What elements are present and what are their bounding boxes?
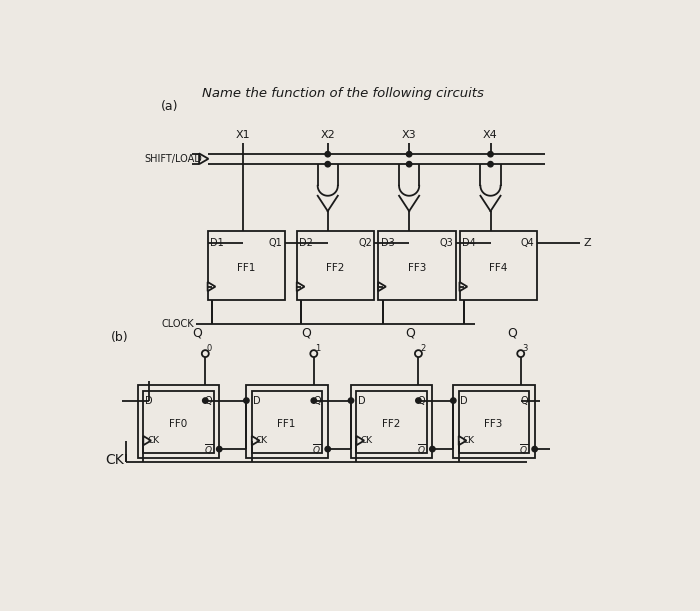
- Circle shape: [532, 447, 538, 452]
- Circle shape: [216, 447, 222, 452]
- Text: 1: 1: [315, 345, 321, 353]
- Text: CK: CK: [105, 453, 124, 467]
- Text: CK: CK: [256, 436, 268, 445]
- Text: CLOCK: CLOCK: [162, 318, 195, 329]
- Text: Q3: Q3: [440, 238, 453, 247]
- Text: CK: CK: [360, 436, 372, 445]
- Polygon shape: [297, 282, 304, 291]
- Polygon shape: [208, 282, 216, 291]
- Text: Q2: Q2: [358, 238, 372, 247]
- Text: Q: Q: [301, 327, 311, 340]
- Text: FF3: FF3: [407, 263, 426, 273]
- Polygon shape: [458, 436, 466, 445]
- Bar: [138, 385, 219, 458]
- Text: Name the function of the following circuits: Name the function of the following circu…: [202, 87, 484, 100]
- Text: 3: 3: [522, 345, 528, 353]
- Text: $\overline{Q}$: $\overline{Q}$: [417, 442, 426, 456]
- Circle shape: [430, 447, 435, 452]
- Bar: [458, 390, 529, 453]
- Bar: [351, 385, 433, 458]
- Text: D2: D2: [299, 238, 313, 247]
- Text: FF4: FF4: [489, 263, 508, 273]
- Circle shape: [325, 152, 330, 157]
- Text: X3: X3: [402, 130, 416, 140]
- Text: D4: D4: [462, 238, 476, 247]
- Text: D: D: [145, 395, 153, 406]
- Circle shape: [451, 398, 456, 403]
- Text: $\overline{Q}$: $\overline{Q}$: [204, 442, 213, 456]
- Text: $\overline{Q}$: $\overline{Q}$: [519, 442, 528, 456]
- Text: FF1: FF1: [277, 419, 296, 429]
- Bar: [144, 390, 214, 453]
- Circle shape: [244, 398, 249, 403]
- Circle shape: [407, 152, 412, 157]
- Circle shape: [325, 447, 330, 452]
- Circle shape: [202, 398, 208, 403]
- Bar: [454, 385, 535, 458]
- Text: FF1: FF1: [237, 263, 256, 273]
- Circle shape: [310, 350, 317, 357]
- Text: D: D: [358, 395, 365, 406]
- Text: $\overline{Q}$: $\overline{Q}$: [312, 442, 321, 456]
- Circle shape: [488, 161, 494, 167]
- Circle shape: [488, 152, 494, 157]
- Text: Q: Q: [193, 327, 202, 340]
- Circle shape: [325, 161, 330, 167]
- Text: X4: X4: [483, 130, 498, 140]
- Polygon shape: [378, 282, 386, 291]
- Text: FF2: FF2: [326, 263, 344, 273]
- Text: D1: D1: [210, 238, 224, 247]
- Text: CK: CK: [463, 436, 475, 445]
- Text: Q: Q: [204, 395, 212, 406]
- Text: D3: D3: [381, 238, 394, 247]
- Bar: [246, 385, 328, 458]
- Polygon shape: [144, 436, 151, 445]
- Polygon shape: [252, 436, 260, 445]
- Circle shape: [349, 398, 354, 403]
- Bar: [252, 390, 322, 453]
- Text: D: D: [253, 395, 261, 406]
- Text: Q: Q: [405, 327, 415, 340]
- Bar: [356, 390, 427, 453]
- Text: Z: Z: [584, 238, 592, 247]
- Text: SHIFT/LOAD: SHIFT/LOAD: [144, 154, 202, 164]
- Text: Q: Q: [508, 327, 517, 340]
- Circle shape: [415, 350, 422, 357]
- Text: (a): (a): [161, 100, 178, 113]
- Text: (b): (b): [111, 331, 128, 344]
- Text: 2: 2: [420, 345, 425, 353]
- Text: Q: Q: [520, 395, 528, 406]
- Polygon shape: [459, 282, 468, 291]
- Text: Q: Q: [313, 395, 321, 406]
- Bar: [378, 231, 456, 301]
- Text: X1: X1: [235, 130, 250, 140]
- Text: 0: 0: [207, 345, 212, 353]
- Circle shape: [202, 350, 209, 357]
- Text: Q1: Q1: [269, 238, 283, 247]
- Text: CK: CK: [147, 436, 160, 445]
- Polygon shape: [356, 436, 364, 445]
- Text: FF3: FF3: [484, 419, 503, 429]
- Circle shape: [517, 350, 524, 357]
- Text: Q: Q: [418, 395, 426, 406]
- Circle shape: [311, 398, 316, 403]
- Circle shape: [407, 161, 412, 167]
- Circle shape: [416, 398, 421, 403]
- Bar: [208, 231, 285, 301]
- Text: X2: X2: [321, 130, 335, 140]
- Polygon shape: [199, 153, 209, 164]
- Text: FF0: FF0: [169, 419, 188, 429]
- Text: FF2: FF2: [382, 419, 400, 429]
- Text: D: D: [461, 395, 468, 406]
- Bar: [459, 231, 537, 301]
- Bar: [297, 231, 375, 301]
- Text: Q4: Q4: [521, 238, 535, 247]
